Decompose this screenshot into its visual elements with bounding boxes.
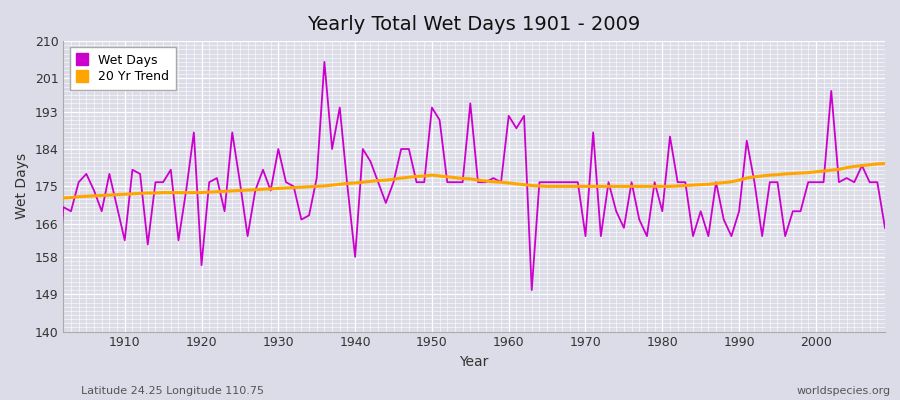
20 Yr Trend: [879, 161, 890, 166]
20 Yr Trend: [503, 181, 514, 186]
Wet Days: [503, 114, 514, 118]
Title: Yearly Total Wet Days 1901 - 2009: Yearly Total Wet Days 1901 - 2009: [308, 15, 641, 34]
Line: 20 Yr Trend: 20 Yr Trend: [56, 164, 885, 199]
Wet Days: [281, 180, 292, 184]
20 Yr Trend: [281, 186, 292, 190]
Line: Wet Days: Wet Days: [56, 62, 885, 319]
20 Yr Trend: [50, 196, 61, 201]
Wet Days: [112, 205, 122, 210]
X-axis label: Year: Year: [460, 355, 489, 369]
Wet Days: [879, 226, 890, 230]
Wet Days: [603, 180, 614, 184]
Wet Days: [335, 105, 346, 110]
20 Yr Trend: [327, 183, 338, 188]
20 Yr Trend: [496, 180, 507, 184]
Wet Days: [319, 60, 329, 64]
Legend: Wet Days, 20 Yr Trend: Wet Days, 20 Yr Trend: [69, 47, 176, 90]
Wet Days: [50, 317, 61, 322]
20 Yr Trend: [596, 184, 607, 189]
Wet Days: [511, 126, 522, 131]
Text: Latitude 24.25 Longitude 110.75: Latitude 24.25 Longitude 110.75: [81, 386, 264, 396]
20 Yr Trend: [112, 192, 122, 197]
Y-axis label: Wet Days: Wet Days: [15, 153, 29, 220]
Text: worldspecies.org: worldspecies.org: [796, 386, 891, 396]
